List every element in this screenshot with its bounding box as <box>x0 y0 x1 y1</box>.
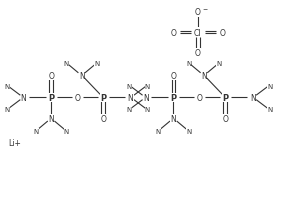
Text: N: N <box>4 106 10 112</box>
Text: P: P <box>222 93 228 102</box>
Text: O: O <box>195 49 201 58</box>
Text: N: N <box>33 128 38 134</box>
Text: O: O <box>222 115 228 124</box>
Text: N: N <box>170 115 176 124</box>
Text: O: O <box>170 71 176 80</box>
Text: N: N <box>145 84 150 90</box>
Text: O: O <box>196 93 202 102</box>
Text: N: N <box>250 93 256 102</box>
Text: N: N <box>94 61 99 67</box>
Text: N: N <box>186 128 191 134</box>
Text: O: O <box>195 8 201 17</box>
Text: Li+: Li+ <box>8 138 21 147</box>
Text: N: N <box>126 84 132 90</box>
Text: N: N <box>155 128 161 134</box>
Text: N: N <box>201 71 207 80</box>
Text: P: P <box>100 93 106 102</box>
Text: P: P <box>170 93 177 102</box>
Text: N: N <box>48 115 54 124</box>
Text: N: N <box>4 84 10 90</box>
Text: N: N <box>64 128 69 134</box>
Text: O: O <box>170 29 176 38</box>
Text: −: − <box>203 7 208 12</box>
Text: N: N <box>216 61 222 67</box>
Text: P: P <box>48 93 54 102</box>
Text: N: N <box>79 71 84 80</box>
Text: N: N <box>126 106 132 112</box>
Text: N: N <box>186 61 191 67</box>
Text: N: N <box>145 106 150 112</box>
Text: Cl: Cl <box>194 29 202 38</box>
Text: N: N <box>267 106 272 112</box>
Text: O: O <box>219 29 225 38</box>
Text: O: O <box>74 93 80 102</box>
Text: N: N <box>21 93 26 102</box>
Text: N: N <box>128 93 134 102</box>
Text: N: N <box>64 61 69 67</box>
Text: N: N <box>143 93 149 102</box>
Text: N: N <box>267 84 272 90</box>
Text: O: O <box>48 71 54 80</box>
Text: O: O <box>100 115 106 124</box>
